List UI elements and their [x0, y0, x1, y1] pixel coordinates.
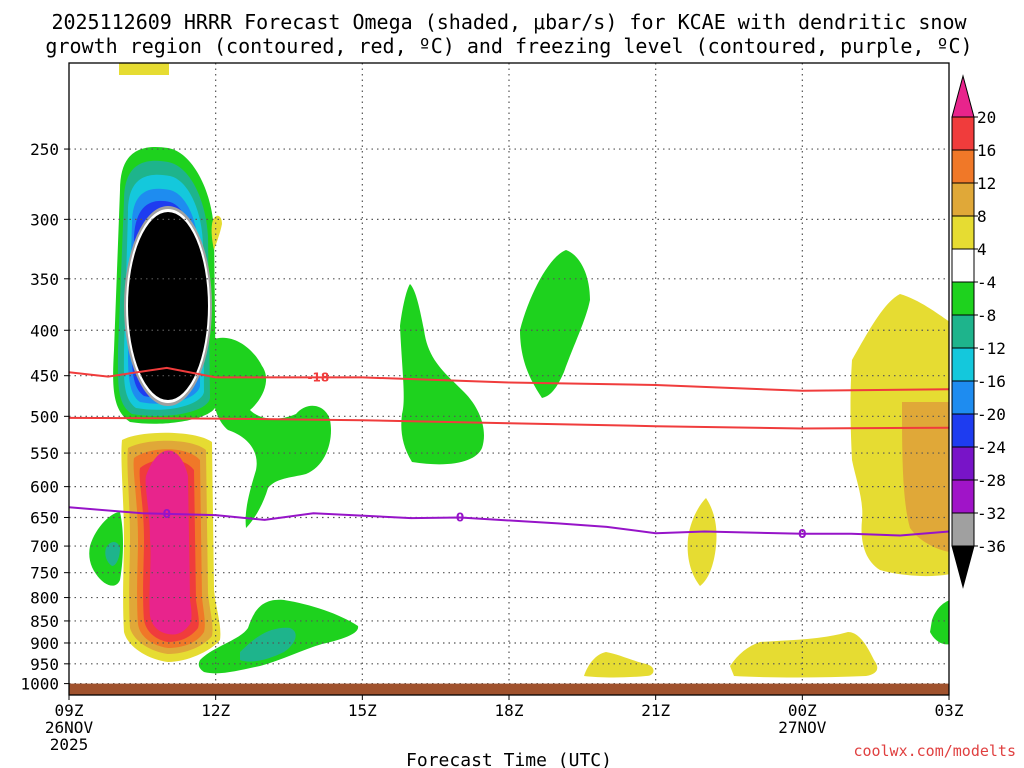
x-tick-label: 15Z	[348, 701, 377, 720]
x-tick-label: 27NOV	[778, 718, 827, 737]
green-left-low	[89, 512, 123, 586]
colorbar-swatch	[951, 413, 975, 448]
omega-shading	[89, 63, 949, 678]
colorbar-label: -8	[977, 306, 996, 325]
contour-lines: -18 0 0 0	[68, 366, 950, 541]
colorbar-label: 12	[977, 174, 996, 193]
colorbar-label: 16	[977, 141, 996, 160]
colorbar-swatch	[951, 215, 975, 250]
colorbar-swatch	[951, 149, 975, 184]
colorbar-label: 4	[977, 240, 987, 259]
colorbar-label: -4	[977, 273, 996, 292]
contour-label: 0	[798, 527, 806, 541]
x-tick-label: 00Z	[788, 701, 817, 720]
contour-label: 0	[163, 507, 171, 521]
colorbar-label: -32	[977, 504, 1006, 523]
y-tick-label: 900	[30, 634, 59, 653]
colorbar-label: -28	[977, 471, 1006, 490]
green-mid-b	[400, 284, 484, 465]
x-axis-label: Forecast Time (UTC)	[406, 750, 612, 768]
y-tick-label: 400	[30, 321, 59, 340]
yellow-mid-1	[687, 498, 717, 586]
colorbar-swatch	[951, 479, 975, 514]
colorbar-swatch	[951, 182, 975, 217]
x-tick-label: 09Z	[55, 701, 84, 720]
y-tick-label: 1000	[20, 675, 59, 694]
colorbar-swatch	[951, 380, 975, 415]
yellow-low-1	[584, 652, 654, 678]
colorbar-swatch	[951, 281, 975, 316]
freezing-level-0C-contour	[68, 506, 950, 537]
upper-ascent-core	[113, 146, 216, 424]
colorbar-swatch	[951, 347, 975, 382]
colorbar-swatch	[951, 512, 975, 547]
colorbar-top-arrow	[951, 74, 975, 118]
colorbar-label: -24	[977, 438, 1006, 457]
x-tick-label: 03Z	[935, 701, 964, 720]
yellow-low-2	[730, 632, 878, 678]
colorbar: 20 16 12 8 4 -4 -8 -12 -16 -20 -24 -28 -32 -36	[951, 74, 1006, 589]
colorbar-label: -20	[977, 405, 1006, 424]
colorbar-label: -36	[977, 537, 1006, 556]
colorbar-swatch	[951, 248, 975, 283]
dgz-bottom-minus-12C-contour	[68, 416, 950, 430]
green-upper-b	[520, 250, 590, 398]
contour-label: -18	[307, 370, 329, 384]
x-tick-label: 12Z	[201, 701, 230, 720]
y-tick-label: 550	[30, 444, 59, 463]
y-tick-label: 500	[30, 407, 59, 426]
dgz-top-minus-18C-contour	[68, 366, 950, 392]
colorbar-label: 8	[977, 207, 987, 226]
y-tick-label: 600	[30, 478, 59, 497]
y-tick-label: 700	[30, 537, 59, 556]
y-tick-label: 850	[30, 612, 59, 631]
green-mid-a	[210, 337, 331, 528]
y-tick-label: 450	[30, 367, 59, 386]
small-positive-regions	[119, 63, 222, 250]
x-tick-label: 2025	[50, 735, 89, 754]
y-tick-label: 950	[30, 655, 59, 674]
y-tick-label: 750	[30, 564, 59, 583]
x-tick-label: 18Z	[495, 701, 524, 720]
chart-title-line-2: growth region (contoured, red, ºC) and f…	[45, 34, 972, 58]
y-tick-label: 350	[30, 270, 59, 289]
colorbar-swatch	[951, 314, 975, 349]
colorbar-swatch	[951, 116, 975, 151]
y-tick-label: 650	[30, 508, 59, 527]
surface-ground-band	[69, 683, 949, 695]
y-tick-label: 300	[30, 210, 59, 229]
y-tick-label: 800	[30, 589, 59, 608]
lower-descent-core	[121, 432, 221, 662]
yellow-right-large	[850, 294, 949, 577]
y-axis: 250 300 350 400 450 500 550 600 650 700 750 800 850 9…	[20, 140, 69, 694]
colorbar-label: 20	[977, 108, 996, 127]
contour-label: 0	[456, 510, 464, 524]
colorbar-label: -16	[977, 372, 1006, 391]
x-tick-label: 26NOV	[45, 718, 94, 737]
credit-link[interactable]: coolwx.com/modelts	[853, 742, 1016, 760]
y-tick-label: 250	[30, 140, 59, 159]
green-right-low	[930, 600, 949, 645]
chart-title: 2025112609 HRRR Forecast Omega (shaded, …	[51, 10, 967, 34]
colorbar-swatch	[951, 446, 975, 481]
green-lower-a	[198, 599, 359, 674]
colorbar-bottom-arrow	[951, 545, 975, 589]
colorbar-label: -12	[977, 339, 1006, 358]
x-tick-label: 21Z	[641, 701, 670, 720]
